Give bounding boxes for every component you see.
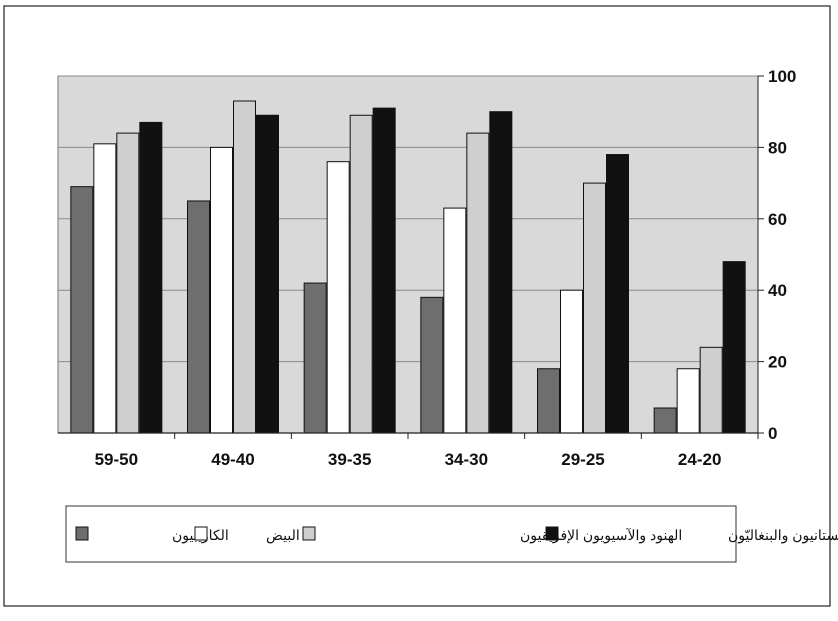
y-tick-label: 60 <box>768 210 787 229</box>
legend-swatch <box>75 526 89 541</box>
legend-label: الهنود والآسيويون الإفريقيون <box>520 527 682 544</box>
x-tick-label: 39-35 <box>328 450 371 469</box>
legend-swatch <box>194 526 208 541</box>
x-tick-label: 34-30 <box>445 450 488 469</box>
x-tick-label: 24-20 <box>678 450 721 469</box>
bar <box>116 132 140 434</box>
bar <box>676 368 700 434</box>
bar <box>303 282 327 434</box>
bar <box>466 132 490 434</box>
y-tick-label: 80 <box>768 138 787 157</box>
x-axis: 59-50 49-40 39-35 34-30 29-25 24-20 <box>58 432 759 469</box>
bar <box>233 100 256 434</box>
bar <box>70 186 94 434</box>
bar <box>326 161 350 434</box>
bar <box>560 289 583 434</box>
bar <box>699 346 723 434</box>
bar <box>606 154 629 434</box>
y-tick-label: 20 <box>768 353 787 372</box>
gridlines <box>58 75 758 363</box>
legend-swatch <box>545 526 559 541</box>
bar <box>489 111 513 434</box>
legend: الكاريبيونالبيضالهنود والآسيويون الإفريق… <box>75 526 838 544</box>
bar <box>653 407 677 434</box>
bar <box>93 143 117 434</box>
x-tick-label: 29-25 <box>561 450 604 469</box>
y-tick-label: 100 <box>768 67 796 86</box>
bar <box>443 207 467 434</box>
bar <box>256 114 279 434</box>
legend-label: الباكستانيون والبنغاليّون <box>728 527 838 544</box>
x-tick-label: 59-50 <box>95 450 138 469</box>
y-tick-label: 40 <box>768 281 787 300</box>
legend-swatch <box>302 526 316 541</box>
bar <box>537 368 560 434</box>
plot-area <box>57 75 759 434</box>
legend-label: البيض <box>266 527 300 544</box>
bar <box>372 107 396 434</box>
bar <box>722 261 746 434</box>
y-tick-label: 0 <box>768 424 777 443</box>
bar <box>210 146 233 434</box>
bar <box>139 121 163 434</box>
bar <box>583 182 606 434</box>
bar <box>349 114 373 434</box>
x-tick-label: 49-40 <box>211 450 254 469</box>
bar <box>420 296 444 434</box>
y-axis: 0 20 40 60 80 100 <box>757 67 796 443</box>
legend-box <box>65 505 737 563</box>
bars <box>70 100 746 434</box>
bar <box>187 200 210 434</box>
